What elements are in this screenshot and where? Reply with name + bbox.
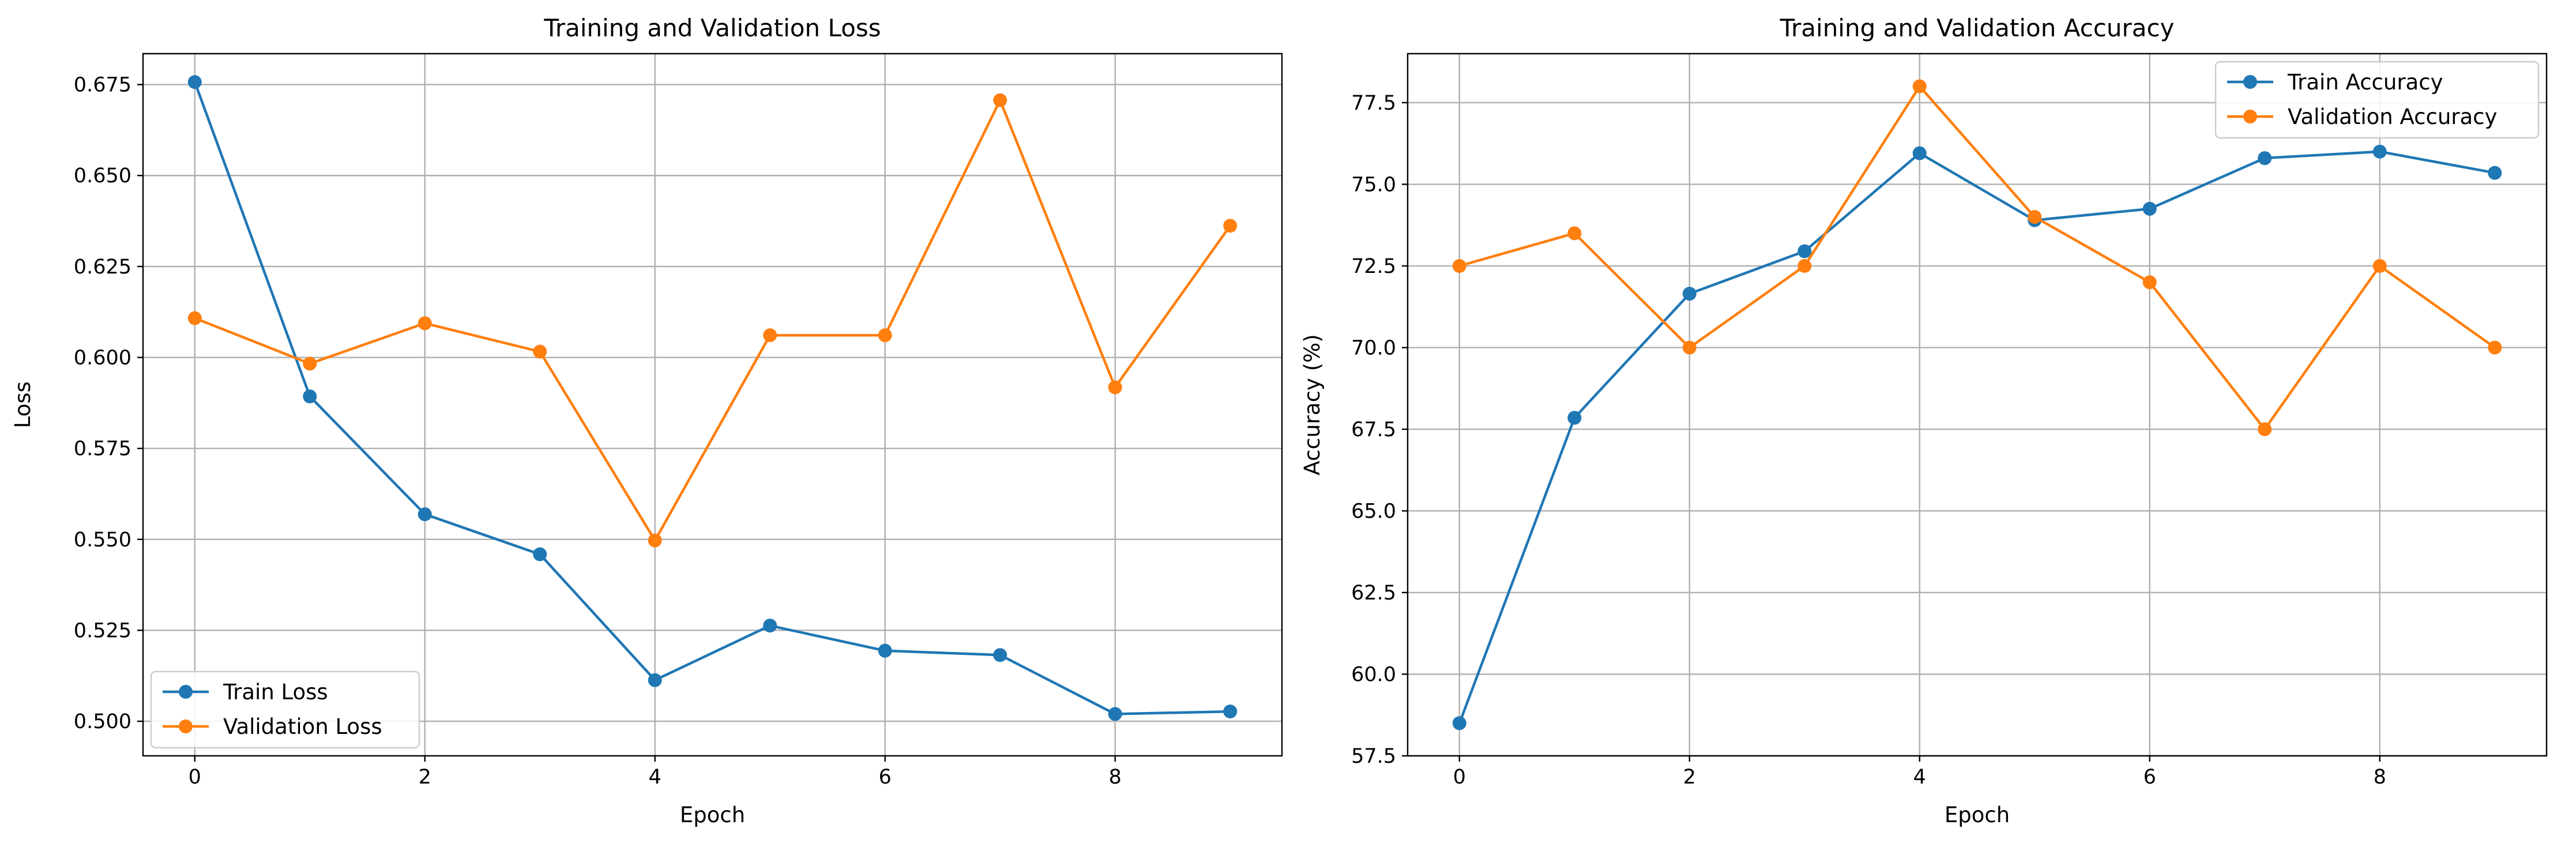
- data-point: [303, 357, 317, 371]
- data-point: [187, 311, 202, 325]
- series-1: [187, 93, 1238, 548]
- legend-label: Validation Loss: [223, 714, 382, 739]
- data-point: [993, 93, 1007, 107]
- x-tick-label: 8: [1109, 766, 1122, 789]
- y-tick-label: 77.5: [1351, 92, 1396, 115]
- data-point: [2142, 275, 2157, 290]
- y-tick-label: 0.675: [74, 74, 131, 97]
- data-point: [993, 648, 1007, 662]
- axes-frame: [142, 53, 1283, 757]
- y-tick-label: 0.625: [74, 256, 131, 279]
- x-tick-label: 4: [649, 766, 661, 789]
- data-point: [1108, 380, 1122, 395]
- chart-title: Training and Validation Accuracy: [1780, 14, 2175, 42]
- data-point: [1682, 287, 1697, 301]
- legend: Train Accuracy Validation Accuracy: [2214, 61, 2540, 139]
- series-0: [1452, 144, 2502, 730]
- x-tick-label: 2: [1683, 766, 1696, 789]
- y-axis-label: Loss: [10, 381, 35, 428]
- data-point: [2488, 166, 2502, 180]
- data-point: [1797, 258, 1812, 273]
- data-point: [1567, 411, 1582, 425]
- axes-frame: [1407, 53, 2548, 757]
- data-point: [1912, 146, 1927, 160]
- legend-label: Validation Accuracy: [2288, 104, 2497, 129]
- data-point: [533, 547, 547, 561]
- data-point: [2372, 144, 2387, 159]
- data-point: [1223, 219, 1238, 233]
- data-point: [418, 507, 432, 522]
- y-tick-label: 75.0: [1351, 173, 1396, 196]
- y-tick-label: 57.5: [1351, 745, 1396, 768]
- grid-lines: [143, 54, 1282, 756]
- data-point: [2258, 151, 2272, 166]
- data-point: [1223, 704, 1238, 719]
- y-tick-label: 62.5: [1351, 582, 1396, 605]
- data-point: [648, 533, 662, 548]
- legend-label: Train Accuracy: [2287, 70, 2443, 95]
- legend-marker: [179, 719, 193, 733]
- legend-marker: [2243, 110, 2257, 123]
- x-tick-label: 2: [419, 766, 431, 789]
- data-point: [878, 328, 892, 343]
- data-point: [533, 344, 547, 359]
- x-tick-label: 4: [1913, 766, 1926, 789]
- y-tick-label: 65.0: [1351, 500, 1396, 523]
- y-tick-label: 0.575: [74, 437, 131, 460]
- y-tick-label: 67.5: [1351, 418, 1396, 441]
- y-tick-label: 60.0: [1351, 663, 1396, 686]
- chart-panel-1: 0 2 4 6 8 57.5 60.0 62.5 65.0 67.5 70.0 72.5 75.0 77.…: [1300, 14, 2548, 827]
- chart-panel-0: 0 2 4 6 8 0.500 0.525 0.550 0.575 0.600 0.625 0.650…: [10, 14, 1283, 827]
- grid-lines: [1408, 54, 2547, 757]
- data-point: [1108, 707, 1122, 721]
- legend-marker: [2243, 75, 2257, 89]
- data-point: [1682, 340, 1697, 355]
- y-tick-label: 0.500: [74, 710, 131, 733]
- data-point: [763, 619, 777, 633]
- x-tick-label: 6: [879, 766, 892, 789]
- data-point: [1912, 79, 1927, 93]
- legend-box: [2214, 61, 2540, 139]
- data-point: [2372, 258, 2387, 273]
- chart-title: Training and Validation Loss: [543, 14, 881, 42]
- data-point: [418, 316, 432, 331]
- x-tick-label: 0: [1453, 766, 1466, 789]
- data-point: [2488, 340, 2502, 355]
- series-1: [1452, 79, 2502, 436]
- x-tick-label: 0: [189, 766, 201, 789]
- series-line: [194, 99, 1232, 542]
- y-tick-label: 0.550: [74, 529, 131, 552]
- data-point: [2258, 422, 2272, 436]
- legend: Train Loss Validation Loss: [150, 670, 420, 749]
- x-tick-label: 6: [2143, 766, 2156, 789]
- y-tick-label: 0.600: [74, 347, 131, 370]
- x-axis-label: Epoch: [1945, 803, 2010, 827]
- data-point: [1452, 258, 1466, 273]
- y-tick-label: 70.0: [1351, 336, 1396, 359]
- data-point: [648, 673, 662, 687]
- data-point: [1797, 244, 1812, 258]
- x-tick-label: 8: [2374, 766, 2386, 789]
- y-tick-label: 72.5: [1351, 255, 1396, 278]
- data-point: [187, 75, 202, 89]
- data-point: [1567, 226, 1582, 241]
- y-tick-label: 0.525: [74, 619, 131, 642]
- legend-label: Train Loss: [223, 680, 328, 704]
- data-point: [763, 328, 777, 343]
- data-point: [2142, 201, 2157, 216]
- legend-box: [150, 670, 420, 749]
- data-point: [878, 643, 892, 658]
- y-axis-label: Accuracy (%): [1300, 334, 1325, 475]
- series-line: [193, 81, 1231, 715]
- y-tick-label: 0.650: [74, 164, 131, 188]
- data-point: [1452, 716, 1466, 730]
- series-line: [1458, 150, 2495, 724]
- series-line: [1459, 85, 2496, 431]
- data-point: [303, 389, 317, 403]
- legend-marker: [179, 685, 193, 699]
- data-point: [2028, 210, 2042, 224]
- series-0: [187, 75, 1238, 721]
- x-axis-label: Epoch: [680, 803, 745, 827]
